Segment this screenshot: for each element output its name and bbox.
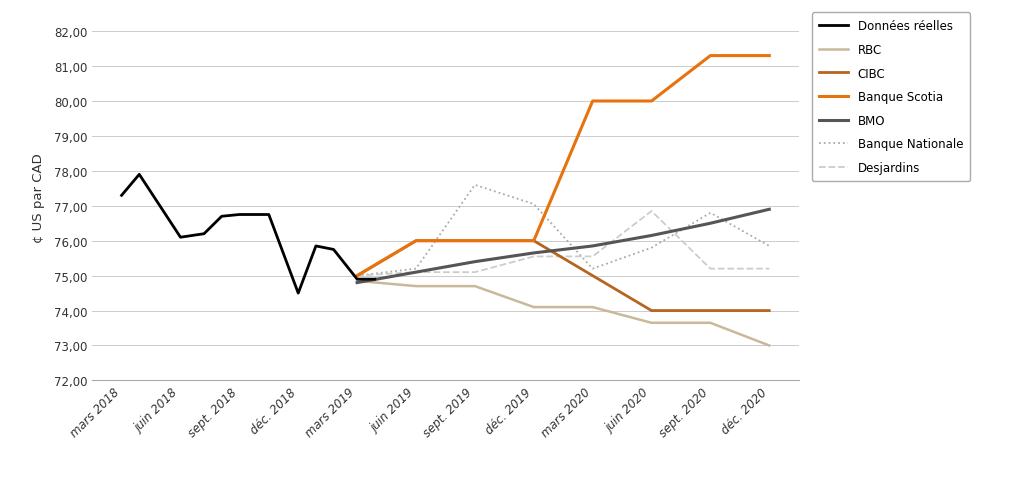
Y-axis label: ¢ US par CAD: ¢ US par CAD [33,153,45,243]
Legend: Données réelles, RBC, CIBC, Banque Scotia, BMO, Banque Nationale, Desjardins: Données réelles, RBC, CIBC, Banque Scoti… [812,13,971,182]
